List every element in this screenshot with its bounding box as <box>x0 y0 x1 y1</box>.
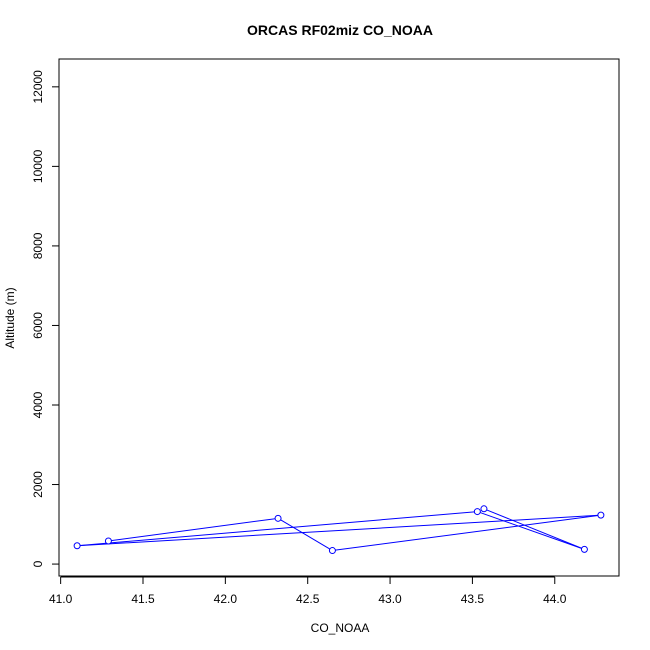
y-tick-label: 6000 <box>31 312 45 339</box>
data-point <box>328 547 336 555</box>
x-tick-label: 42.0 <box>214 592 238 606</box>
x-axis-title: CO_NOAA <box>311 621 370 635</box>
series-line-segment <box>277 517 333 551</box>
x-tick-label: 43.0 <box>378 592 402 606</box>
y-tick-label: 4000 <box>31 391 45 418</box>
x-tick-label: 44.0 <box>543 592 567 606</box>
series-line-segment <box>77 511 478 547</box>
data-point <box>473 508 481 516</box>
data-point <box>274 514 282 522</box>
y-tick-label: 0 <box>31 560 45 567</box>
y-tick-label: 2000 <box>31 471 45 498</box>
x-tick-label: 41.5 <box>131 592 155 606</box>
x-axis: 41.0 41.5 42.0 42.5 43.0 43.5 44.0 <box>49 576 567 606</box>
series-line-segment <box>477 511 585 550</box>
series-layer <box>73 505 605 555</box>
data-point <box>104 537 112 545</box>
y-tick-label: 10000 <box>31 149 45 183</box>
chart-title: ORCAS RF02miz CO_NOAA <box>247 22 433 38</box>
y-tick-label: 8000 <box>31 232 45 259</box>
data-point <box>597 511 605 519</box>
x-tick-label: 43.5 <box>461 592 485 606</box>
series-line-segment <box>332 514 601 552</box>
data-point <box>480 505 488 513</box>
x-tick-label: 42.5 <box>296 592 320 606</box>
y-axis: 0 2000 4000 6000 8000 10000 12000 <box>31 70 60 567</box>
data-point <box>73 542 81 550</box>
y-axis-title: Altitude (m) <box>3 287 17 348</box>
series-line-segment <box>108 517 279 542</box>
data-point <box>580 545 588 553</box>
series-line-segment <box>483 508 585 550</box>
y-tick-label: 12000 <box>31 70 45 104</box>
x-tick-label: 41.0 <box>49 592 73 606</box>
